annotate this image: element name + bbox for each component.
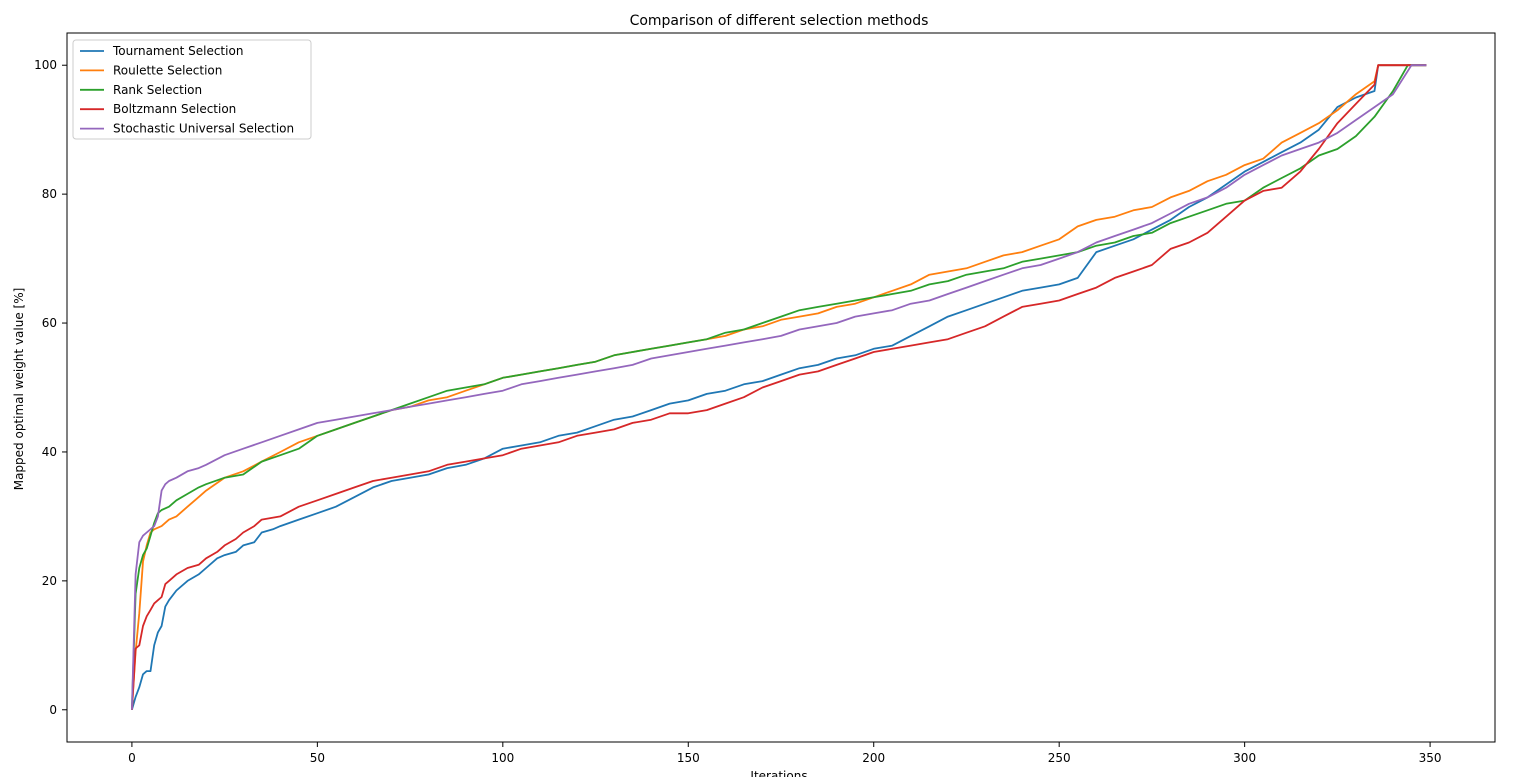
series-line-2 bbox=[131, 64, 1427, 710]
x-tick-label-2: 100 bbox=[491, 751, 514, 765]
plot-frame bbox=[66, 32, 1496, 743]
x-tick-label-4: 200 bbox=[862, 751, 885, 765]
x-axis-label: Iterations bbox=[750, 769, 807, 777]
x-tick-label-3: 150 bbox=[677, 751, 700, 765]
y-tick-label-4: 80 bbox=[42, 187, 57, 201]
plot-lines bbox=[131, 64, 1427, 711]
legend: Tournament Selection Roulette Selection Ra… bbox=[72, 39, 312, 140]
legend-label-3: Boltzmann Selection bbox=[113, 102, 236, 116]
chart-title: Comparison of different selection method… bbox=[630, 13, 929, 29]
y-tick-label-3: 60 bbox=[42, 316, 57, 330]
y-tick-label-2: 40 bbox=[42, 445, 57, 459]
legend-label-1: Roulette Selection bbox=[113, 63, 222, 77]
y-axis-ticks: 0 20 40 60 80 100 bbox=[34, 58, 67, 717]
x-tick-label-6: 300 bbox=[1233, 751, 1256, 765]
legend-label-2: Rank Selection bbox=[113, 83, 202, 97]
x-tick-label-5: 250 bbox=[1048, 751, 1071, 765]
legend-label-0: Tournament Selection bbox=[112, 44, 243, 58]
series-line-4 bbox=[131, 64, 1427, 710]
y-tick-label-0: 0 bbox=[49, 703, 57, 717]
y-tick-label-1: 20 bbox=[42, 574, 57, 588]
x-tick-label-0: 0 bbox=[128, 751, 136, 765]
legend-label-4: Stochastic Universal Selection bbox=[113, 122, 294, 136]
series-line-3 bbox=[131, 64, 1427, 710]
legend-box bbox=[72, 39, 312, 140]
y-axis-label: Mapped optimal weight value [%] bbox=[12, 288, 26, 491]
series-line-0 bbox=[131, 64, 1427, 711]
x-tick-label-7: 350 bbox=[1419, 751, 1442, 765]
x-axis-ticks: 0 50 100 150 200 250 300 350 bbox=[128, 742, 1442, 765]
x-tick-label-1: 50 bbox=[310, 751, 325, 765]
y-tick-label-5: 100 bbox=[34, 58, 57, 72]
